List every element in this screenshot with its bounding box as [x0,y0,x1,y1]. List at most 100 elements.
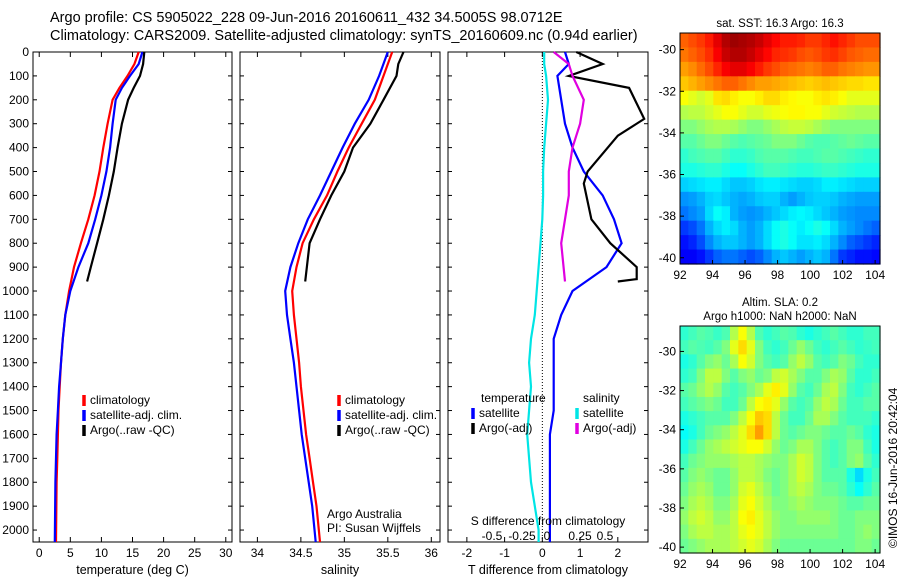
heatmap-cell [821,191,831,207]
heatmap-cell [688,191,698,207]
plot-frame [32,51,233,543]
heatmap-cell [813,206,823,222]
heatmap-cell [871,396,881,412]
heatmap-cell [788,235,798,251]
heatmap-cell [855,496,864,512]
heatmap-cell [763,119,773,135]
heatmap-cell [688,411,698,426]
heatmap-cell [796,482,806,497]
heatmap-cell [705,496,714,512]
heatmap-cell [846,524,856,540]
salinity-profile-panel: 34 34.5 35 35.5 36 salinity climatologysatelli… [239,51,441,577]
heatmap-cell [871,148,881,164]
heatmap-cell [755,340,764,355]
heatmap-cell [780,177,789,193]
heatmap-cell [838,33,848,49]
heatmap-cell [730,340,739,355]
heatmap-cell [788,162,798,178]
heatmap-cell [846,340,856,355]
x-tick-label: 15 [126,546,140,560]
heatmap-cell [680,453,689,469]
heatmap-cell [688,510,698,526]
x-tick-label: 94 [706,557,720,571]
heatmap-cell [738,220,748,236]
heatmap-cell [805,482,814,497]
heatmap-cell [688,340,698,355]
x-tick-label: 98 [771,268,785,282]
heatmap-cell [821,368,831,384]
heatmap-cell [746,538,756,554]
heatmap-cell [846,354,856,370]
heatmap-cell [821,90,831,106]
y-tick-label: 1300 [2,356,29,370]
heatmap-cell [855,33,864,49]
heatmap-cell [713,249,723,265]
heatmap-cell [821,467,831,483]
heatmap-cell [863,453,873,469]
heatmap-cell [788,61,798,77]
heatmap-cell [696,482,706,497]
heatmap-cell [713,61,723,77]
heatmap-cell [713,411,723,426]
heatmap-cell [871,105,881,121]
heatmap-cell [838,206,848,222]
heatmap-cell [821,510,831,526]
heatmap-cell [680,326,689,341]
heatmap-cell [746,453,756,469]
heatmap-cell [688,33,698,49]
heatmap-cell [830,453,839,469]
heatmap-cell [763,425,773,441]
heatmap-cell [830,340,839,355]
heatmap-cell [846,538,856,554]
heatmap-cell [696,368,706,384]
heatmap-cell [863,382,873,398]
heatmap-cell [713,105,723,121]
heatmap-cell [721,206,731,222]
heatmap-cell [721,467,731,483]
heatmap-cell [696,119,706,135]
heatmap-cell [688,148,698,164]
heatmap-cell [688,396,698,412]
heatmap-cell [696,61,706,77]
heatmap-cell [680,191,689,207]
heatmap-cell [788,90,798,106]
heatmap-cell [746,354,756,370]
heatmap-cell [813,148,823,164]
heatmap-cell [680,162,689,178]
heatmap-cell [855,206,864,222]
heatmap-cell [730,90,739,106]
heatmap-cell [780,411,789,426]
heatmap-cell [696,326,706,341]
heatmap-cell [705,134,714,150]
x-tick-label: -2 [462,546,473,560]
heatmap-cell [838,76,848,92]
heatmap-cell [721,33,731,49]
heatmap-cell [713,148,723,164]
heatmap-cell [871,439,881,455]
heatmap-cell [696,206,706,222]
heatmap-cell [771,235,781,251]
heatmap-cell [705,162,714,178]
heatmap-cell [696,396,706,412]
heatmap-cell [830,382,839,398]
heatmap-cell [780,354,789,370]
heatmap-cell [871,249,881,265]
heatmap-cell [771,119,781,135]
heatmap-cell [771,538,781,554]
temperature-profile-panel: 0 5 10 15 20 25 300100200300400500600700800900… [2,45,232,577]
heatmap-cell [738,411,748,426]
heatmap-cell [846,148,856,164]
heatmap-cell [771,411,781,426]
heatmap-cell [855,249,864,265]
heatmap-cell [713,496,723,512]
annotation-line: Argo Australia [327,507,402,521]
heatmap-cell [771,191,781,207]
heatmap-cell [705,411,714,426]
heatmap-cell [863,105,873,121]
heatmap-cell [846,482,856,497]
heatmap-cell [755,47,764,63]
heatmap-cell [871,76,881,92]
heatmap-cell [813,425,823,441]
heatmap-cell [788,510,798,526]
heatmap-cell [805,148,814,164]
